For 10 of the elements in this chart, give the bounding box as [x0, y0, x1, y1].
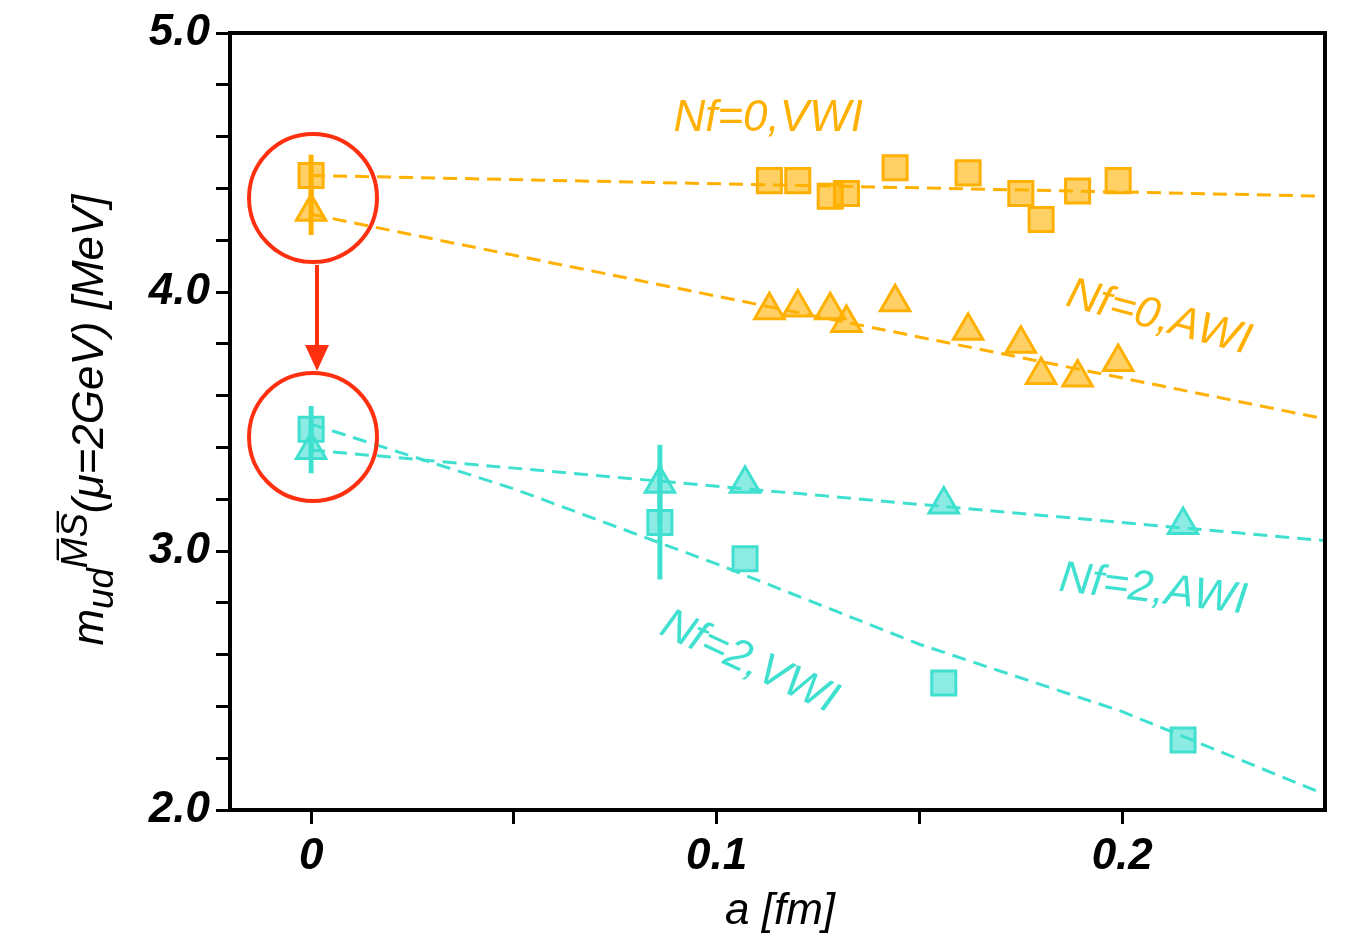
series-label: Nf=0,VWI [673, 90, 863, 140]
text: Nf=2,AWI [1056, 550, 1251, 623]
y-tick-label: 5.0 [148, 5, 211, 55]
y-tick-label: 3.0 [148, 523, 211, 573]
y-tick-label: 4.0 [147, 264, 211, 314]
x-axis-title: a [fm] [724, 884, 836, 934]
y-tick-label: 2.0 [147, 782, 211, 832]
x-tick-label: 0 [298, 828, 324, 878]
x-tick-label: 0.1 [686, 828, 748, 878]
x-tick-label: 0.2 [1091, 828, 1154, 878]
